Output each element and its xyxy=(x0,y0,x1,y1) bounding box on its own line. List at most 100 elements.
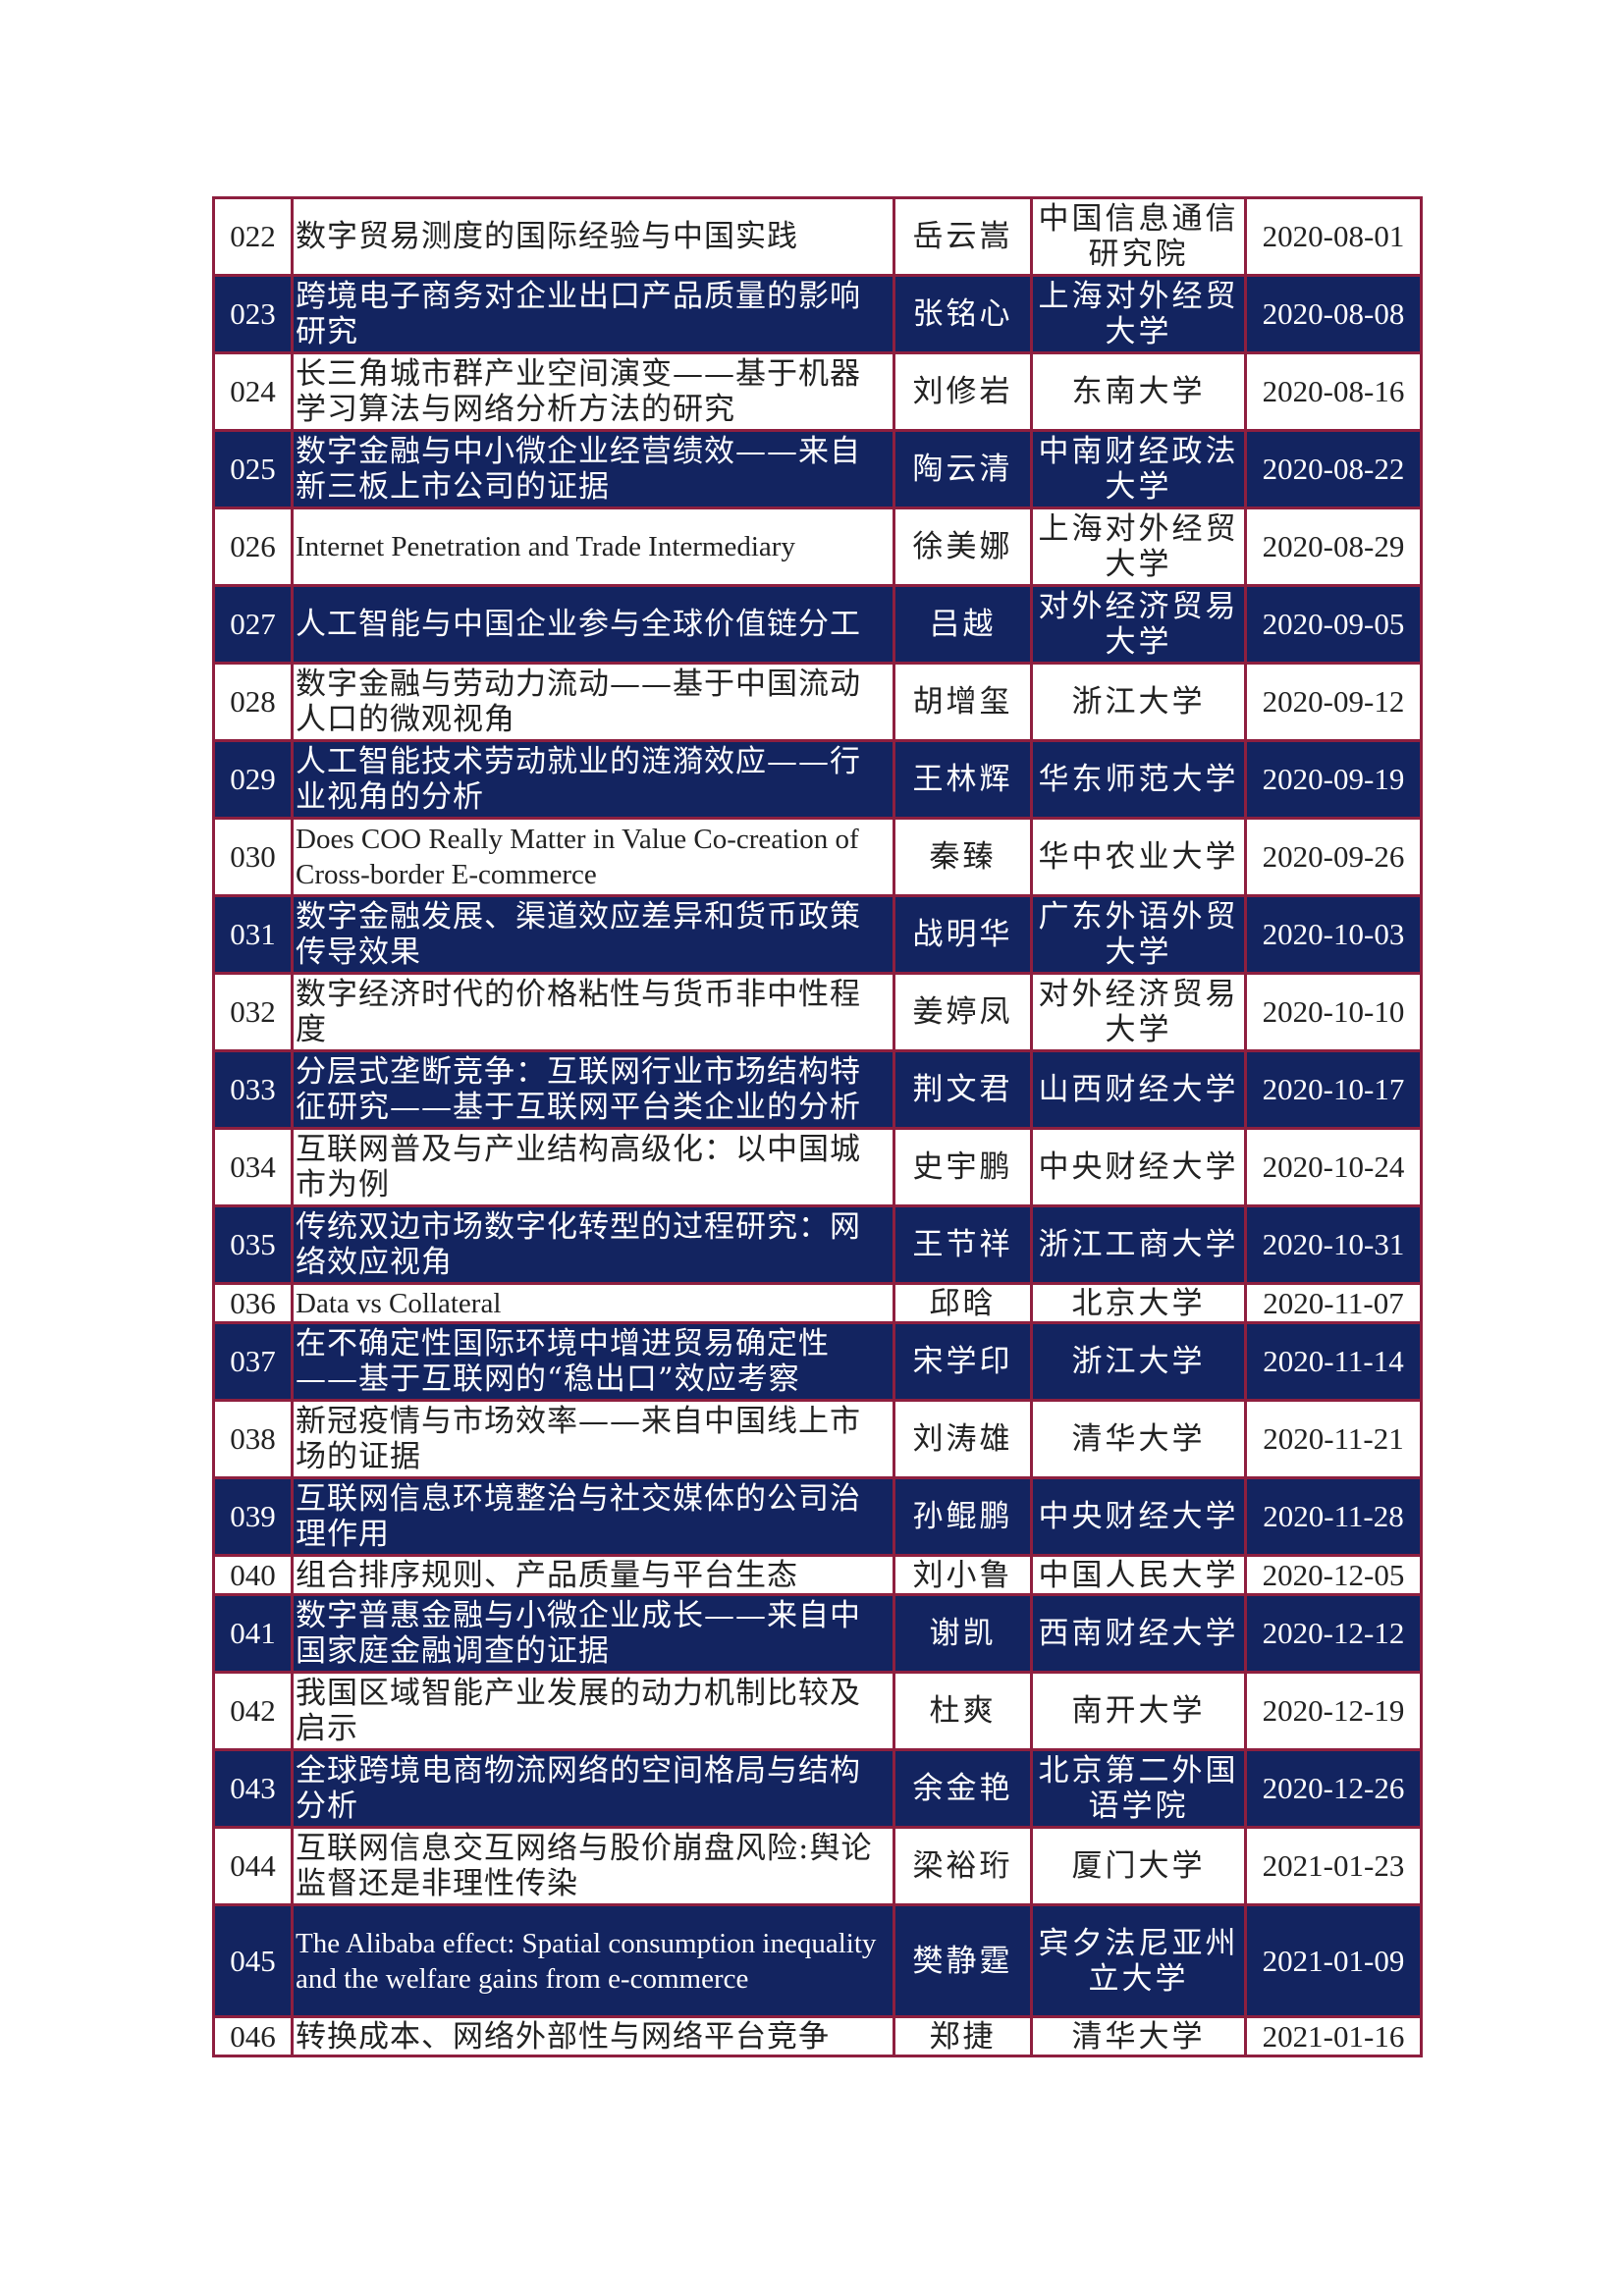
table-row: 036 Data vs Collateral 邱晗 北京大学 2020-11-0… xyxy=(212,1282,1423,1324)
table-row: 044 互联网信息交互网络与股价崩盘风险:舆论监督还是非理性传染 梁裕珩 厦门大… xyxy=(212,1826,1423,1906)
speaker-name: 宋学印 xyxy=(893,1321,1033,1402)
row-number: 022 xyxy=(212,196,294,277)
row-number: 035 xyxy=(212,1204,294,1285)
speaker-name: 岳云嵩 xyxy=(893,196,1033,277)
institution: 中央财经大学 xyxy=(1030,1476,1247,1557)
institution: 中国人民大学 xyxy=(1030,1554,1247,1596)
institution: 东南大学 xyxy=(1030,351,1247,432)
institution: 宾夕法尼亚州立大学 xyxy=(1030,1903,1247,2018)
talk-date: 2020-12-26 xyxy=(1244,1748,1423,1829)
table-row: 027 人工智能与中国企业参与全球价值链分工 吕越 对外经济贸易大学 2020-… xyxy=(212,584,1423,665)
row-number: 039 xyxy=(212,1476,294,1557)
table-row: 022 数字贸易测度的国际经验与中国实践 岳云嵩 中国信息通信研究院 2020-… xyxy=(212,196,1423,277)
talk-title: 数字经济时代的价格粘性与货币非中性程度 xyxy=(291,972,895,1052)
table-row: 034 互联网普及与产业结构高级化：以中国城市为例 史宇鹏 中央财经大学 202… xyxy=(212,1127,1423,1207)
table-row: 042 我国区域智能产业发展的动力机制比较及启示 杜爽 南开大学 2020-12… xyxy=(212,1671,1423,1751)
table-row: 028 数字金融与劳动力流动——基于中国流动人口的微观视角 胡增玺 浙江大学 2… xyxy=(212,662,1423,742)
table-row: 039 互联网信息环境整治与社交媒体的公司治理作用 孙鲲鹏 中央财经大学 202… xyxy=(212,1476,1423,1557)
table-row: 026 Internet Penetration and Trade Inter… xyxy=(212,507,1423,587)
speaker-name: 徐美娜 xyxy=(893,507,1033,587)
talk-title: 在不确定性国际环境中增进贸易确定性——基于互联网的“稳出口”效应考察 xyxy=(291,1321,895,1402)
institution: 华中农业大学 xyxy=(1030,817,1247,897)
talk-title: 人工智能与中国企业参与全球价值链分工 xyxy=(291,584,895,665)
talk-date: 2021-01-16 xyxy=(1244,2015,1423,2057)
institution: 对外经济贸易大学 xyxy=(1030,584,1247,665)
talk-date: 2020-10-31 xyxy=(1244,1204,1423,1285)
institution: 西南财经大学 xyxy=(1030,1593,1247,1674)
table-row: 029 人工智能技术劳动就业的涟漪效应——行业视角的分析 王林辉 华东师范大学 … xyxy=(212,739,1423,820)
speaker-name: 樊静霆 xyxy=(893,1903,1033,2018)
institution: 厦门大学 xyxy=(1030,1826,1247,1906)
institution: 中央财经大学 xyxy=(1030,1127,1247,1207)
speaker-name: 刘小鲁 xyxy=(893,1554,1033,1596)
talk-date: 2020-10-17 xyxy=(1244,1049,1423,1130)
speaker-name: 史宇鹏 xyxy=(893,1127,1033,1207)
speaker-name: 胡增玺 xyxy=(893,662,1033,742)
talk-date: 2020-10-10 xyxy=(1244,972,1423,1052)
table-row: 041 数字普惠金融与小微企业成长——来自中国家庭金融调查的证据 谢凯 西南财经… xyxy=(212,1593,1423,1674)
institution: 清华大学 xyxy=(1030,2015,1247,2057)
talk-date: 2020-08-08 xyxy=(1244,274,1423,354)
talk-title: 人工智能技术劳动就业的涟漪效应——行业视角的分析 xyxy=(291,739,895,820)
row-number: 025 xyxy=(212,429,294,509)
table-row: 046 转换成本、网络外部性与网络平台竞争 郑捷 清华大学 2021-01-16 xyxy=(212,2015,1423,2057)
talk-title: 新冠疫情与市场效率——来自中国线上市场的证据 xyxy=(291,1399,895,1479)
talk-title: 分层式垄断竞争：互联网行业市场结构特征研究——基于互联网平台类企业的分析 xyxy=(291,1049,895,1130)
table-row: 037 在不确定性国际环境中增进贸易确定性——基于互联网的“稳出口”效应考察 宋… xyxy=(212,1321,1423,1402)
table-row: 025 数字金融与中小微企业经营绩效——来自新三板上市公司的证据 陶云清 中南财… xyxy=(212,429,1423,509)
row-number: 024 xyxy=(212,351,294,432)
speaker-name: 邱晗 xyxy=(893,1282,1033,1324)
row-number: 043 xyxy=(212,1748,294,1829)
talk-date: 2021-01-09 xyxy=(1244,1903,1423,2018)
talk-title: Internet Penetration and Trade Intermedi… xyxy=(291,507,895,587)
talk-title: 组合排序规则、产品质量与平台生态 xyxy=(291,1554,895,1596)
talk-date: 2020-08-01 xyxy=(1244,196,1423,277)
institution: 南开大学 xyxy=(1030,1671,1247,1751)
speaker-name: 王林辉 xyxy=(893,739,1033,820)
speaker-name: 秦臻 xyxy=(893,817,1033,897)
speaker-name: 梁裕珩 xyxy=(893,1826,1033,1906)
talk-title: 数字金融发展、渠道效应差异和货币政策传导效果 xyxy=(291,894,895,975)
row-number: 027 xyxy=(212,584,294,665)
speaker-name: 张铭心 xyxy=(893,274,1033,354)
talk-title: 数字普惠金融与小微企业成长——来自中国家庭金融调查的证据 xyxy=(291,1593,895,1674)
table-row: 024 长三角城市群产业空间演变——基于机器学习算法与网络分析方法的研究 刘修岩… xyxy=(212,351,1423,432)
table-row: 023 跨境电子商务对企业出口产品质量的影响研究 张铭心 上海对外经贸大学 20… xyxy=(212,274,1423,354)
talk-date: 2020-08-22 xyxy=(1244,429,1423,509)
row-number: 026 xyxy=(212,507,294,587)
talk-title: 全球跨境电商物流网络的空间格局与结构分析 xyxy=(291,1748,895,1829)
talk-title: 跨境电子商务对企业出口产品质量的影响研究 xyxy=(291,274,895,354)
table-row: 031 数字金融发展、渠道效应差异和货币政策传导效果 战明华 广东外语外贸大学 … xyxy=(212,894,1423,975)
speaker-name: 谢凯 xyxy=(893,1593,1033,1674)
talk-title: 转换成本、网络外部性与网络平台竞争 xyxy=(291,2015,895,2057)
speaker-name: 战明华 xyxy=(893,894,1033,975)
row-number: 041 xyxy=(212,1593,294,1674)
talk-title: 数字金融与中小微企业经营绩效——来自新三板上市公司的证据 xyxy=(291,429,895,509)
table-row: 035 传统双边市场数字化转型的过程研究：网络效应视角 王节祥 浙江工商大学 2… xyxy=(212,1204,1423,1285)
speaker-name: 陶云清 xyxy=(893,429,1033,509)
talk-title: 互联网信息环境整治与社交媒体的公司治理作用 xyxy=(291,1476,895,1557)
row-number: 029 xyxy=(212,739,294,820)
institution: 中南财经政法大学 xyxy=(1030,429,1247,509)
row-number: 034 xyxy=(212,1127,294,1207)
talk-title: 长三角城市群产业空间演变——基于机器学习算法与网络分析方法的研究 xyxy=(291,351,895,432)
talk-title: The Alibaba effect: Spatial consumption … xyxy=(291,1903,895,2018)
talk-date: 2020-12-05 xyxy=(1244,1554,1423,1596)
speaker-name: 荆文君 xyxy=(893,1049,1033,1130)
row-number: 028 xyxy=(212,662,294,742)
talk-title: 数字贸易测度的国际经验与中国实践 xyxy=(291,196,895,277)
speaker-name: 吕越 xyxy=(893,584,1033,665)
speaker-name: 孙鲲鹏 xyxy=(893,1476,1033,1557)
institution: 清华大学 xyxy=(1030,1399,1247,1479)
speaker-name: 杜爽 xyxy=(893,1671,1033,1751)
institution: 北京第二外国语学院 xyxy=(1030,1748,1247,1829)
talk-date: 2020-09-26 xyxy=(1244,817,1423,897)
talk-title: 数字金融与劳动力流动——基于中国流动人口的微观视角 xyxy=(291,662,895,742)
institution: 浙江大学 xyxy=(1030,662,1247,742)
talk-date: 2020-10-03 xyxy=(1244,894,1423,975)
talk-date: 2020-11-21 xyxy=(1244,1399,1423,1479)
row-number: 036 xyxy=(212,1282,294,1324)
row-number: 038 xyxy=(212,1399,294,1479)
talk-date: 2020-08-29 xyxy=(1244,507,1423,587)
talk-date: 2020-11-07 xyxy=(1244,1282,1423,1324)
